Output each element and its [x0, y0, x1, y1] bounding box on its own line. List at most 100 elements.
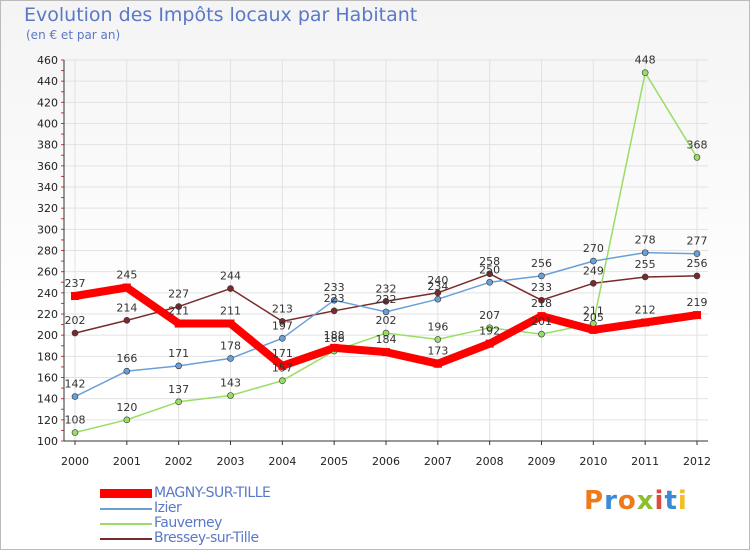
data-label: 137	[168, 383, 189, 396]
data-label: 108	[65, 414, 86, 427]
data-point	[538, 296, 545, 304]
data-label: 171	[168, 347, 189, 360]
data-point	[71, 429, 79, 436]
logo-letter: t	[664, 486, 678, 516]
y-tick-label: 120	[37, 414, 58, 427]
data-label: 213	[272, 302, 293, 315]
x-tick-label: 2006	[372, 455, 400, 468]
data-point	[693, 154, 701, 161]
data-label: 173	[427, 345, 448, 358]
data-point	[174, 319, 183, 328]
y-tick-label: 240	[37, 287, 58, 300]
data-label: 244	[220, 270, 241, 283]
data-point	[486, 270, 493, 278]
data-point	[641, 273, 649, 281]
data-label: 245	[116, 269, 137, 282]
data-point	[382, 297, 390, 305]
legend-swatch	[100, 508, 152, 510]
data-point	[175, 362, 182, 370]
logo-letter: i	[677, 486, 688, 516]
x-tick-label: 2001	[113, 455, 141, 468]
data-label: 207	[479, 309, 500, 322]
data-label: 233	[324, 281, 345, 294]
y-tick-label: 180	[37, 350, 58, 363]
data-label: 256	[531, 257, 552, 270]
data-label: 368	[687, 138, 708, 151]
data-point	[434, 295, 442, 303]
logo-letter: i	[654, 486, 665, 516]
data-point	[433, 359, 442, 368]
data-point	[227, 355, 234, 362]
chart-title: Evolution des Impôts locaux par Habitant	[24, 4, 418, 26]
data-point	[589, 325, 598, 334]
legend-label: Bressey-sur-Tille	[154, 530, 259, 546]
series-points	[71, 69, 701, 436]
legend-swatch	[100, 489, 152, 498]
data-point	[382, 348, 390, 357]
data-label: 211	[168, 305, 189, 318]
x-tick-label: 2011	[631, 455, 659, 468]
y-tick-label: 320	[37, 202, 58, 215]
data-label: 233	[531, 281, 552, 294]
data-point	[175, 303, 182, 310]
proxiti-logo: Proxiti	[584, 486, 688, 516]
data-point	[279, 335, 286, 342]
data-point	[226, 319, 235, 328]
logo-letter: o	[617, 486, 637, 516]
data-point	[279, 377, 286, 384]
data-point	[538, 330, 545, 338]
data-point	[279, 318, 286, 325]
data-point	[330, 343, 339, 352]
data-point	[123, 416, 131, 424]
x-tick-label: 2012	[683, 455, 711, 468]
data-label: 184	[376, 333, 397, 346]
data-label: 256	[687, 257, 708, 270]
y-tick-label: 220	[37, 308, 58, 321]
data-label: 237	[65, 277, 86, 290]
y-axis-ticks: 100 120 140 160 180 200 220 240 260 280 300 320 340 3…	[37, 54, 58, 448]
logo-letter: P	[584, 486, 605, 516]
axes	[61, 59, 708, 445]
legend-swatch	[100, 538, 152, 540]
data-label: 197	[272, 319, 293, 332]
data-point	[486, 324, 493, 332]
data-point	[227, 392, 234, 399]
y-tick-label: 420	[37, 96, 58, 109]
data-labels: 202 214 227 244 213 223 232 240 258 233 249 255 256 1…	[65, 54, 708, 427]
chart-subtitle: (en € et par an)	[26, 28, 121, 42]
data-label: 249	[583, 264, 604, 277]
data-point	[641, 69, 649, 76]
data-label: 202	[65, 314, 86, 327]
data-label: 196	[427, 320, 448, 333]
y-tick-label: 100	[37, 435, 58, 448]
x-tick-label: 2003	[217, 455, 245, 468]
data-label: 211	[583, 305, 604, 318]
data-label: 214	[116, 301, 137, 314]
x-tick-label: 2000	[61, 455, 89, 468]
data-label: 157	[272, 362, 293, 375]
x-tick-label: 2005	[320, 455, 348, 468]
data-label: 240	[427, 274, 448, 287]
x-tick-label: 2010	[579, 455, 607, 468]
data-label: 188	[324, 329, 345, 342]
x-axis-ticks: 2000 2001 2002 2003 2004 2005 2006 2007 2008 2009…	[61, 455, 711, 468]
data-point	[434, 336, 442, 343]
x-tick-label: 2004	[268, 455, 296, 468]
data-point	[641, 249, 649, 256]
data-point	[693, 272, 701, 280]
data-point	[590, 257, 597, 265]
data-point	[382, 329, 390, 337]
data-label: 222	[376, 293, 397, 306]
y-tick-label: 360	[37, 160, 58, 173]
data-point	[330, 296, 338, 304]
x-tick-label: 2009	[528, 455, 556, 468]
legend-label: Izier	[154, 500, 182, 516]
data-label: 178	[220, 339, 241, 352]
data-label: 211	[220, 305, 241, 318]
x-tick-label: 2002	[165, 455, 193, 468]
data-label: 202	[376, 314, 397, 327]
data-point	[538, 272, 545, 280]
data-point	[71, 329, 79, 337]
